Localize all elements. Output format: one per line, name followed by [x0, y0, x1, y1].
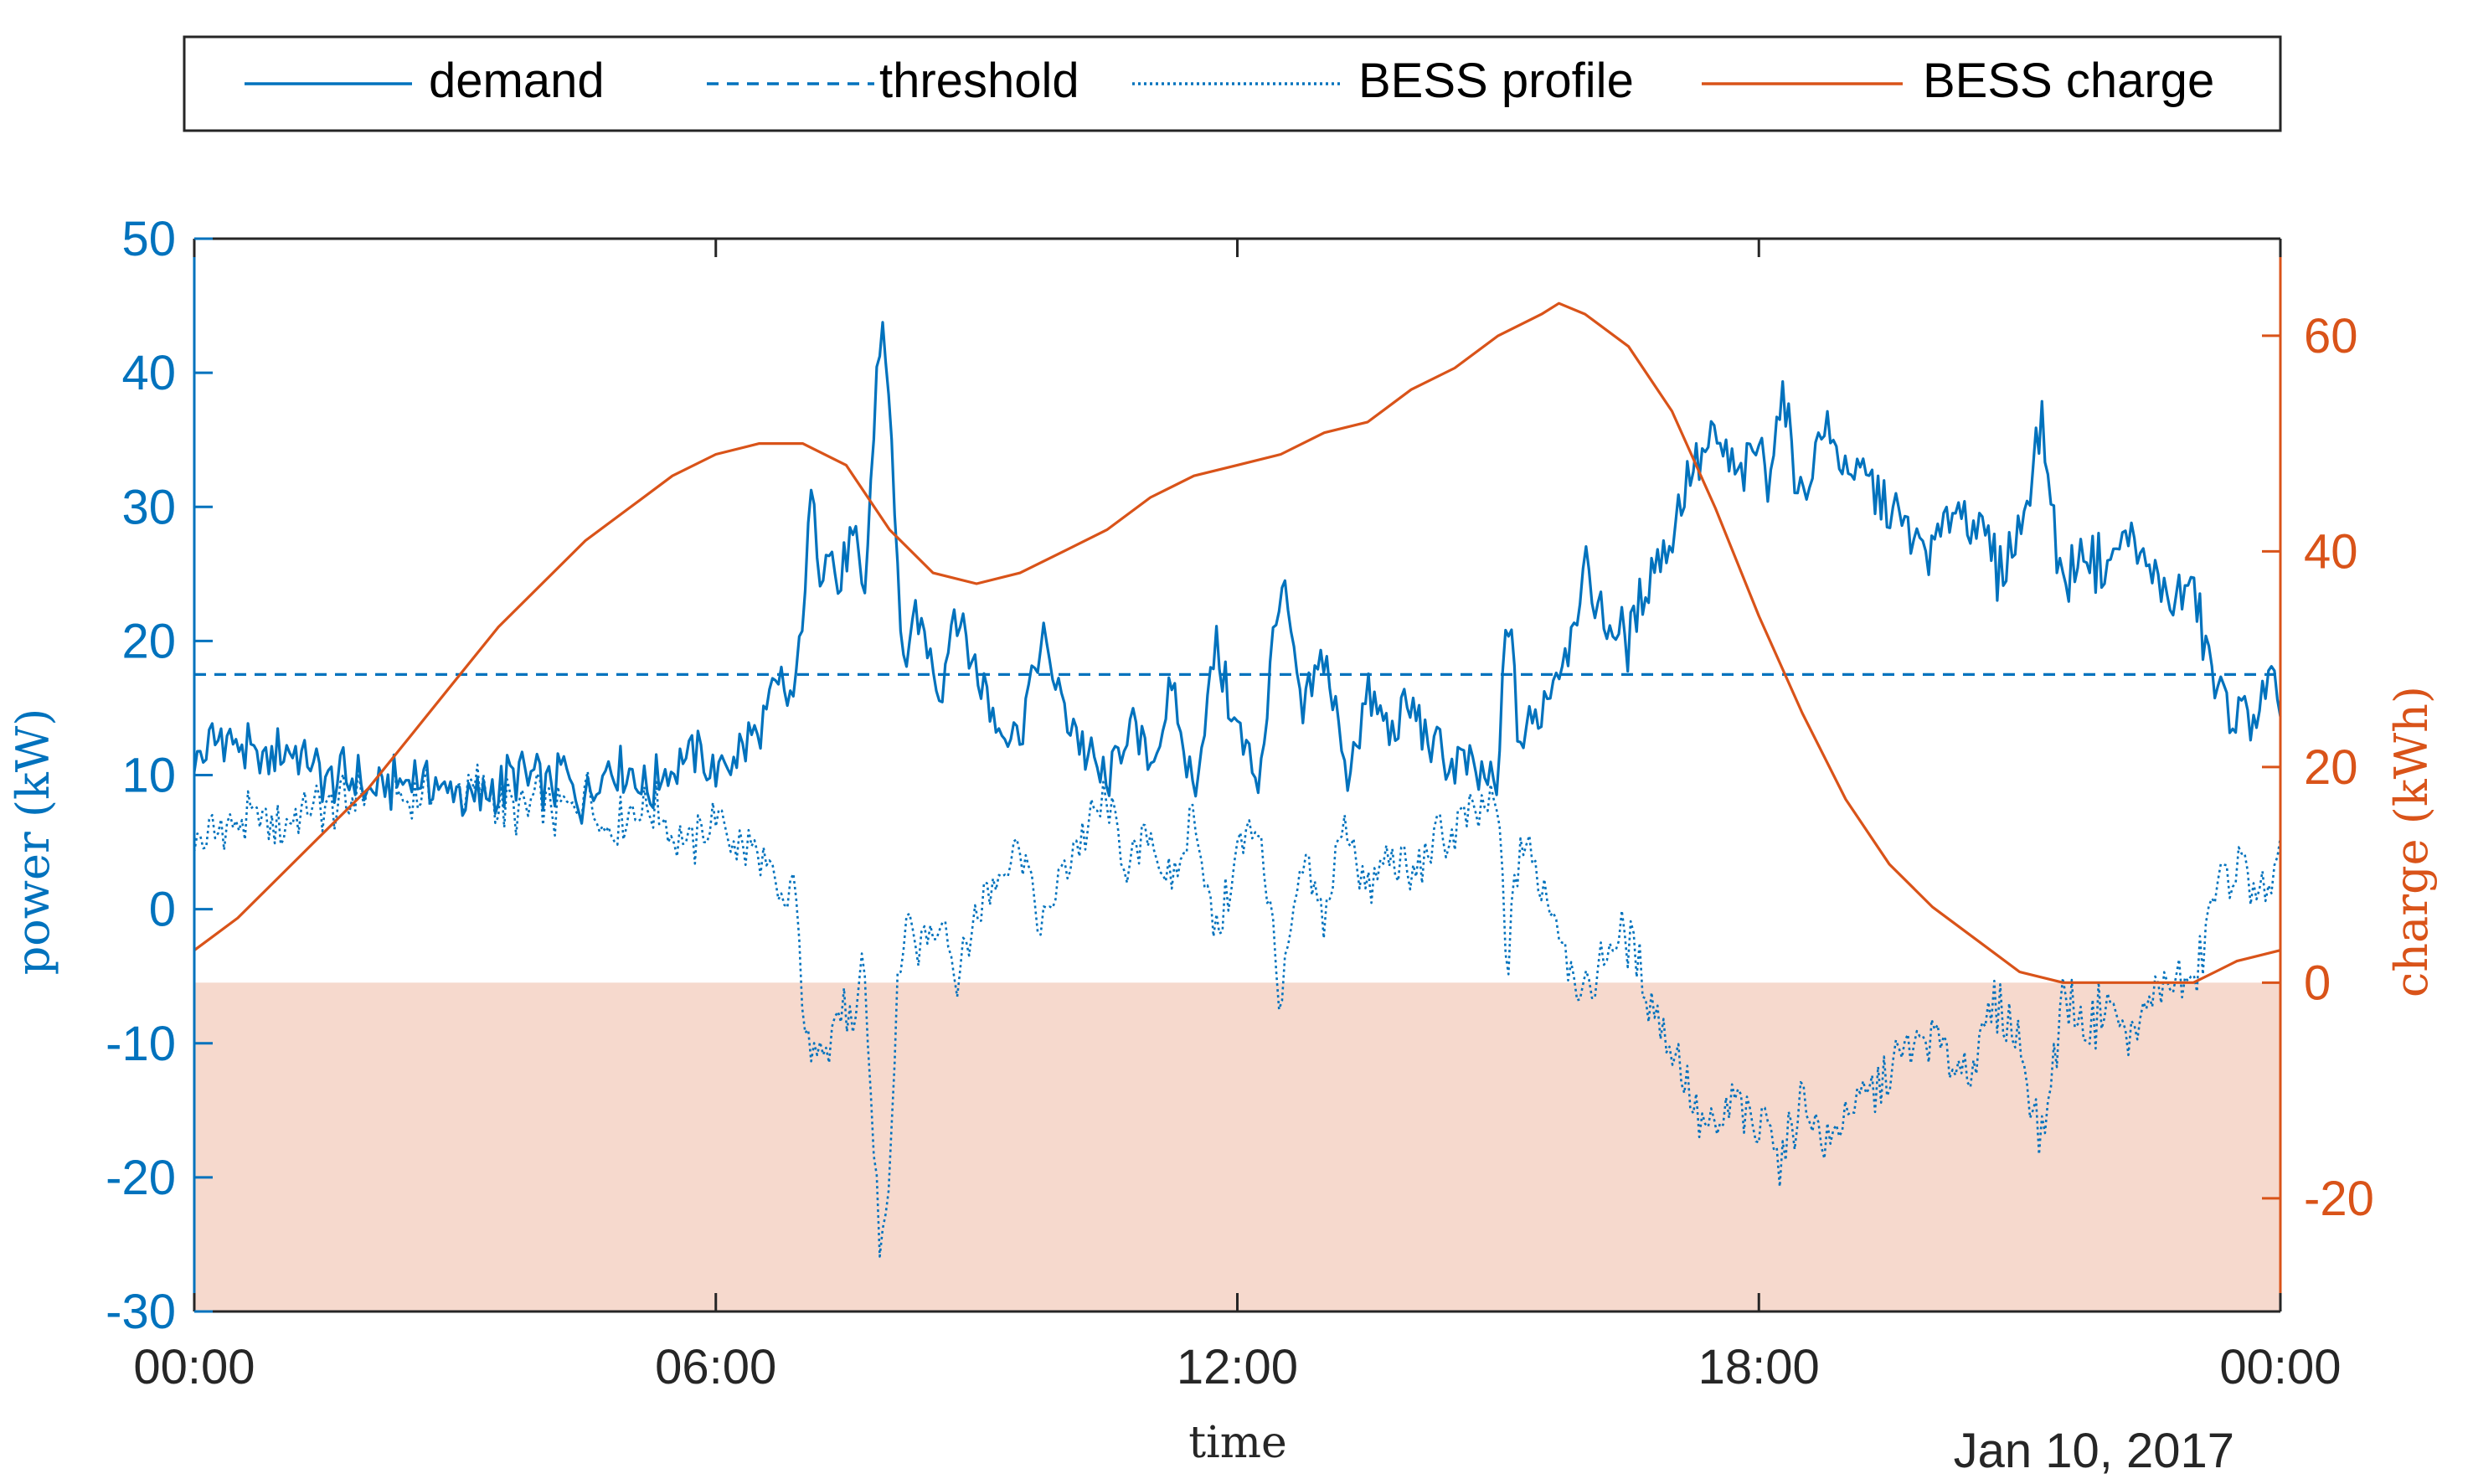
left-y-tick-label: -30: [106, 1285, 176, 1339]
series-layer: [193, 301, 2282, 1258]
left-y-tick-label: -20: [106, 1151, 176, 1205]
right-y-tick-label: 20: [2304, 740, 2358, 795]
left-y-tick-label: 20: [121, 614, 176, 668]
left-y-tick-label: 30: [121, 480, 176, 534]
legend-threshold-label: threshold: [879, 54, 1079, 108]
right-y-tick-label: 0: [2304, 956, 2331, 1010]
left-y-tick-label: -10: [106, 1017, 176, 1071]
left-y-tick-label: 40: [121, 346, 176, 400]
legend-demand-label: demand: [429, 54, 605, 108]
right-y-axis-label: charge (kWh): [2385, 686, 2438, 997]
axes: 00:00 06:00 12:00 18:00 00:00 50 40 30 20 10 0 -10 -…: [106, 212, 2374, 1394]
date-label: Jan 10, 2017: [1954, 1424, 2234, 1478]
right-y-tick-label: 40: [2304, 524, 2358, 579]
legend-bess-charge-label: BESS charge: [1923, 54, 2214, 108]
negative-charge-shaded-region: [194, 982, 2280, 1311]
x-tick-label: 00:00: [2219, 1340, 2341, 1394]
series-demand: [193, 321, 2282, 825]
left-y-tick-label: 50: [121, 212, 176, 266]
left-y-tick-label: 10: [121, 749, 176, 803]
left-y-axis-label: power (kW): [7, 709, 59, 976]
right-y-tick-label: -20: [2304, 1172, 2374, 1226]
series-bess-charge: [193, 301, 2281, 984]
x-tick-label: 18:00: [1698, 1340, 1820, 1394]
legend: demand threshold BESS profile BESS charg…: [183, 35, 2282, 132]
legend-bess-profile-label: BESS profile: [1358, 54, 1634, 108]
x-tick-label: 06:00: [655, 1340, 776, 1394]
x-axis-label: time: [1188, 1418, 1287, 1468]
plot-area: [193, 301, 2282, 1311]
right-y-tick-label: 60: [2304, 309, 2358, 363]
left-y-tick-label: 0: [149, 883, 176, 937]
x-tick-label: 00:00: [133, 1340, 255, 1394]
x-tick-label: 12:00: [1177, 1340, 1298, 1394]
